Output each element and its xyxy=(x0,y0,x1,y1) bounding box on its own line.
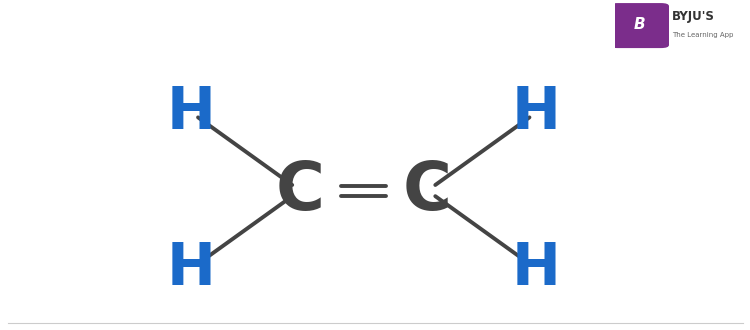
Text: H: H xyxy=(512,84,561,141)
Text: C: C xyxy=(275,158,325,224)
Text: B: B xyxy=(634,17,645,32)
Text: H: H xyxy=(512,240,561,297)
Ellipse shape xyxy=(435,0,476,52)
Text: H: H xyxy=(166,84,216,141)
Text: C: C xyxy=(403,158,452,224)
Text: ETHYLENE STRUCTURE: ETHYLENE STRUCTURE xyxy=(18,16,284,36)
Text: BYJU'S: BYJU'S xyxy=(672,10,715,23)
Text: H: H xyxy=(166,240,216,297)
FancyBboxPatch shape xyxy=(610,3,669,48)
Text: The Learning App: The Learning App xyxy=(672,32,733,38)
